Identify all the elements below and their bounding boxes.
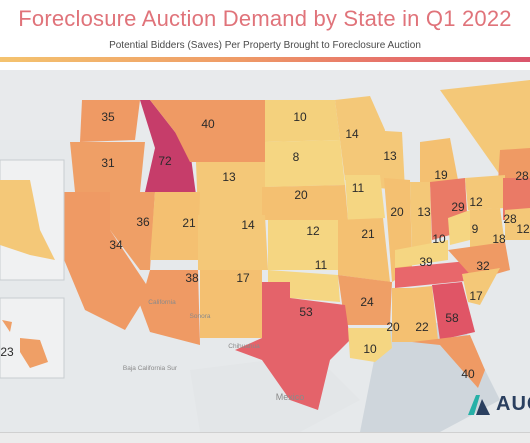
state-label: 12: [469, 195, 483, 209]
state-ne[interactable]: [262, 185, 348, 220]
logo-text: AUC: [496, 392, 530, 415]
state-la[interactable]: [348, 328, 392, 362]
state-or[interactable]: [70, 142, 145, 192]
state-label: 13: [417, 205, 431, 219]
state-ia[interactable]: [345, 175, 385, 220]
place-label: California: [148, 299, 176, 306]
state-nd[interactable]: [265, 100, 340, 142]
state-co[interactable]: [198, 215, 268, 270]
state-label: 11: [315, 258, 328, 272]
state-sc[interactable]: [462, 268, 500, 305]
state-label: 21: [361, 227, 375, 241]
state-label: 19: [434, 168, 448, 182]
state-label: 17: [469, 289, 483, 303]
state-label: 10: [293, 110, 307, 124]
state-pa[interactable]: [465, 175, 505, 210]
state-label: 40: [201, 117, 215, 131]
state-ar[interactable]: [338, 275, 392, 325]
state-label: 11: [352, 181, 365, 195]
state-ks[interactable]: [268, 220, 338, 270]
state-label: 36: [136, 215, 150, 229]
state-label: 9: [472, 222, 479, 236]
state-ms[interactable]: [392, 288, 412, 342]
place-label: Baja California Sur: [123, 365, 178, 372]
state-mt[interactable]: [150, 100, 265, 162]
place-label: Sonora: [190, 313, 211, 320]
state-label: 14: [345, 127, 359, 141]
state-label: 12: [306, 224, 320, 238]
place-labels: California Chihuahua Baja California Sur…: [123, 299, 304, 402]
state-tn[interactable]: [395, 260, 478, 288]
state-label: 24: [360, 295, 374, 309]
bottom-toolbar-strip: [0, 432, 530, 443]
company-logo: AUC: [466, 390, 530, 418]
state-ny[interactable]: [498, 148, 530, 182]
state-wv[interactable]: [448, 210, 470, 245]
state-label: 20: [390, 205, 404, 219]
state-nv[interactable]: [110, 192, 155, 270]
state-label: 58: [445, 311, 459, 325]
us-map[interactable]: 35 40 10 14 31 72 8 13 19 28 13 20 11 36…: [0, 70, 530, 432]
state-tx[interactable]: [235, 282, 350, 410]
state-label: 28: [515, 169, 529, 183]
state-label: 20: [294, 188, 308, 202]
state-sd[interactable]: [265, 140, 345, 187]
state-ga[interactable]: [432, 282, 475, 340]
state-va[interactable]: [470, 208, 505, 250]
state-wy[interactable]: [196, 162, 265, 215]
state-fl[interactable]: [412, 335, 485, 388]
state-nm[interactable]: [200, 270, 262, 338]
state-id[interactable]: [140, 100, 196, 195]
chart-title: Foreclosure Auction Demand by State in Q…: [18, 6, 512, 31]
state-label: 40: [461, 367, 475, 381]
state-label: 20: [386, 320, 400, 334]
state-mi[interactable]: [420, 138, 458, 190]
state-ak[interactable]: [0, 180, 55, 260]
state-label: 10: [363, 342, 377, 356]
state-label: 34: [109, 238, 123, 252]
state-label: 22: [415, 320, 429, 334]
chart-subtitle: Potential Bidders (Saves) Per Property B…: [109, 40, 421, 51]
state-mo[interactable]: [338, 218, 390, 282]
logo-mark-icon: [468, 395, 490, 415]
state-label: 28: [503, 212, 517, 226]
state-label: 13: [383, 149, 397, 163]
state-ok[interactable]: [268, 270, 340, 302]
state-label: 13: [222, 170, 236, 184]
state-in[interactable]: [410, 182, 432, 260]
state-label: 8: [293, 150, 300, 164]
state-md[interactable]: [505, 208, 530, 240]
state-label: 32: [476, 259, 490, 273]
state-al[interactable]: [412, 286, 438, 342]
state-label: 72: [158, 154, 172, 168]
place-label: Chihuahua: [228, 343, 260, 350]
state-hi[interactable]: [2, 320, 48, 368]
state-label: 21: [182, 216, 196, 230]
state-label: 10: [432, 232, 446, 246]
state-label: 39: [419, 255, 433, 269]
state-ut[interactable]: [150, 192, 200, 260]
state-ky[interactable]: [395, 240, 448, 268]
map-canvas[interactable]: 35 40 10 14 31 72 8 13 19 28 13 20 11 36…: [0, 70, 530, 432]
state-label: 31: [101, 156, 115, 170]
state-wa[interactable]: [80, 100, 140, 142]
state-label: 18: [492, 232, 506, 246]
state-label: 14: [241, 218, 255, 232]
state-label: 29: [451, 200, 465, 214]
state-label: 35: [101, 110, 115, 124]
state-label: 38: [185, 271, 199, 285]
state-label: 23: [0, 345, 14, 359]
color-legend-bar: [0, 57, 530, 62]
state-mn[interactable]: [335, 96, 385, 180]
state-label: 53: [299, 305, 313, 319]
place-label: Mexico: [276, 392, 305, 402]
state-label: 12: [516, 222, 530, 236]
state-ca[interactable]: [60, 192, 150, 330]
state-az[interactable]: [140, 270, 200, 345]
state-value-labels: 35 40 10 14 31 72 8 13 19 28 13 20 11 36…: [0, 110, 530, 381]
state-label: 17: [236, 271, 250, 285]
